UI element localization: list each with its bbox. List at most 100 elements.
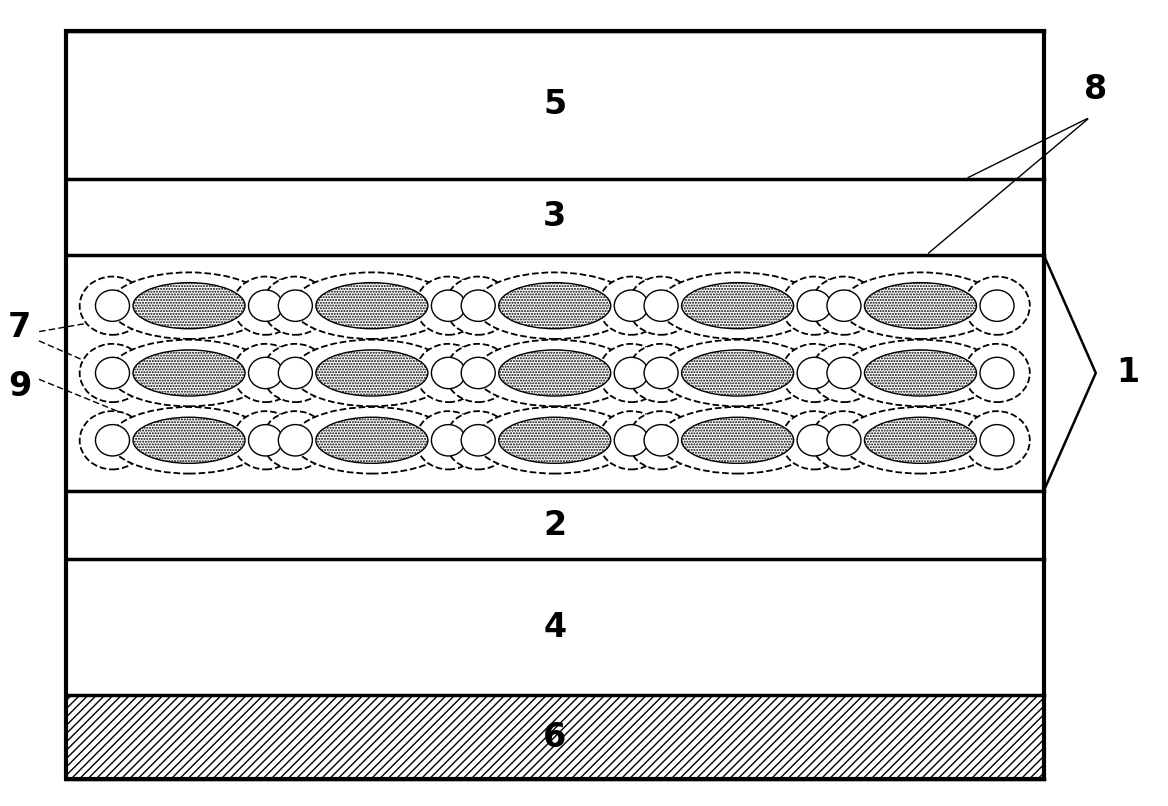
Ellipse shape <box>682 283 793 329</box>
Text: 8: 8 <box>1084 73 1107 106</box>
Ellipse shape <box>96 290 130 322</box>
Ellipse shape <box>864 350 976 396</box>
Ellipse shape <box>278 290 312 322</box>
Ellipse shape <box>827 357 861 388</box>
Text: 1: 1 <box>1117 356 1140 389</box>
Bar <box>65 31 1044 779</box>
Ellipse shape <box>614 357 648 388</box>
Ellipse shape <box>96 425 130 456</box>
Ellipse shape <box>841 339 1000 406</box>
Ellipse shape <box>980 357 1014 388</box>
Ellipse shape <box>864 283 976 329</box>
Ellipse shape <box>499 283 611 329</box>
Ellipse shape <box>292 407 452 474</box>
Ellipse shape <box>232 276 298 334</box>
Ellipse shape <box>644 357 679 388</box>
Ellipse shape <box>263 276 328 334</box>
Text: 4: 4 <box>543 611 566 644</box>
Ellipse shape <box>644 425 679 456</box>
Ellipse shape <box>110 272 269 339</box>
Ellipse shape <box>416 344 481 402</box>
Ellipse shape <box>431 357 465 388</box>
Bar <box>65 31 1044 179</box>
Ellipse shape <box>475 272 634 339</box>
Ellipse shape <box>614 290 648 322</box>
Ellipse shape <box>598 344 665 402</box>
Ellipse shape <box>644 290 679 322</box>
Ellipse shape <box>445 344 512 402</box>
Bar <box>65 491 1044 559</box>
Ellipse shape <box>315 418 427 463</box>
Ellipse shape <box>682 418 793 463</box>
Ellipse shape <box>980 290 1014 322</box>
Ellipse shape <box>598 411 665 469</box>
Ellipse shape <box>811 344 877 402</box>
Ellipse shape <box>445 276 512 334</box>
Text: 7: 7 <box>8 311 32 344</box>
Ellipse shape <box>249 357 283 388</box>
Bar <box>65 255 1044 491</box>
Ellipse shape <box>811 411 877 469</box>
Ellipse shape <box>628 344 694 402</box>
Ellipse shape <box>110 339 269 406</box>
Ellipse shape <box>461 290 495 322</box>
Ellipse shape <box>263 411 328 469</box>
Ellipse shape <box>79 344 145 402</box>
Ellipse shape <box>781 276 847 334</box>
Ellipse shape <box>431 425 465 456</box>
Text: 9: 9 <box>8 370 32 403</box>
Ellipse shape <box>658 339 818 406</box>
Ellipse shape <box>628 276 694 334</box>
Ellipse shape <box>797 290 832 322</box>
Ellipse shape <box>315 350 427 396</box>
Ellipse shape <box>475 407 634 474</box>
Ellipse shape <box>628 411 694 469</box>
Ellipse shape <box>797 425 832 456</box>
Ellipse shape <box>431 290 465 322</box>
Ellipse shape <box>416 276 481 334</box>
Text: 2: 2 <box>543 509 566 542</box>
Ellipse shape <box>110 407 269 474</box>
Ellipse shape <box>797 357 832 388</box>
Bar <box>65 179 1044 255</box>
Ellipse shape <box>965 276 1030 334</box>
Ellipse shape <box>133 283 245 329</box>
Ellipse shape <box>827 290 861 322</box>
Ellipse shape <box>499 350 611 396</box>
Ellipse shape <box>980 425 1014 456</box>
Ellipse shape <box>79 411 145 469</box>
Ellipse shape <box>658 407 818 474</box>
Text: 6: 6 <box>543 721 566 754</box>
Ellipse shape <box>292 339 452 406</box>
Ellipse shape <box>232 344 298 402</box>
Ellipse shape <box>461 425 495 456</box>
Ellipse shape <box>658 272 818 339</box>
Ellipse shape <box>133 418 245 463</box>
Ellipse shape <box>841 407 1000 474</box>
Ellipse shape <box>249 425 283 456</box>
Ellipse shape <box>416 411 481 469</box>
Ellipse shape <box>781 411 847 469</box>
Ellipse shape <box>278 357 312 388</box>
Ellipse shape <box>96 357 130 388</box>
Ellipse shape <box>965 344 1030 402</box>
Bar <box>65 559 1044 695</box>
Ellipse shape <box>315 283 427 329</box>
Text: 3: 3 <box>543 201 566 234</box>
Ellipse shape <box>249 290 283 322</box>
Ellipse shape <box>232 411 298 469</box>
Ellipse shape <box>278 425 312 456</box>
Ellipse shape <box>598 276 665 334</box>
Ellipse shape <box>461 357 495 388</box>
Ellipse shape <box>781 344 847 402</box>
Ellipse shape <box>841 272 1000 339</box>
Bar <box>65 695 1044 779</box>
Ellipse shape <box>79 276 145 334</box>
Text: 5: 5 <box>543 89 566 122</box>
Ellipse shape <box>499 418 611 463</box>
Ellipse shape <box>614 425 648 456</box>
Ellipse shape <box>965 411 1030 469</box>
Ellipse shape <box>827 425 861 456</box>
Ellipse shape <box>292 272 452 339</box>
Ellipse shape <box>682 350 793 396</box>
